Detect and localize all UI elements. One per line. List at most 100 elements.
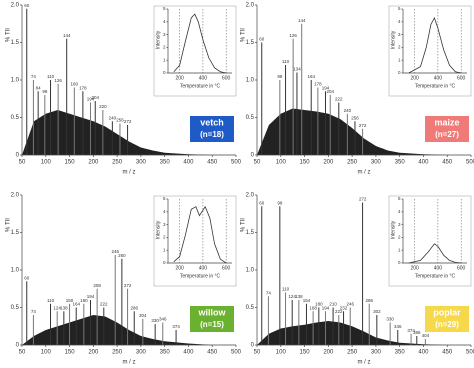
x-axis-label: m / z (123, 360, 136, 366)
peak-label: 374 (407, 328, 415, 333)
x-tick-label: 50 (254, 350, 261, 356)
y-tick-label: 1.0 (246, 268, 255, 274)
peak-label: 256 (351, 115, 359, 120)
peak-label: 74 (31, 309, 37, 314)
spectrum-background (22, 110, 236, 155)
inset-x-tick-label: 400 (434, 75, 443, 81)
x-tick-label: 500 (231, 350, 242, 356)
badge-subtitle: (n=27) (435, 130, 459, 139)
x-tick-label: 100 (41, 350, 52, 356)
y-axis-label: % TII (6, 218, 12, 232)
peak-label: 160 (71, 82, 79, 87)
inset-frame (167, 9, 232, 74)
peak-label: 220 (99, 104, 107, 109)
x-axis-label: m / z (358, 170, 371, 176)
inset-frame (402, 199, 467, 264)
thermogram (408, 243, 462, 264)
inset-y-tick-label: 1 (163, 247, 166, 252)
peak-label: 222 (100, 302, 108, 307)
peak-label: 154 (303, 298, 311, 303)
inset-y-tick-label: 3 (398, 32, 401, 37)
inset-y-tick-label: 3 (398, 222, 401, 227)
x-tick-label: 100 (276, 160, 287, 166)
y-tick-label: 1.0 (246, 78, 255, 84)
inset-y-tick-label: 1 (398, 247, 401, 252)
peak-label: 204 (91, 95, 99, 100)
thermogram (173, 13, 227, 74)
x-tick-label: 100 (41, 160, 52, 166)
y-tick-label: 2.0 (246, 3, 255, 9)
peak-label: 150 (66, 298, 74, 303)
badge (425, 116, 469, 142)
y-tick-label: 1.5 (246, 40, 255, 46)
x-tick-label: 450 (442, 350, 453, 356)
peak-label: 286 (130, 305, 138, 310)
y-tick-label: 1.5 (11, 40, 20, 46)
peak-label: 240 (109, 115, 117, 120)
y-tick-label: 1.5 (246, 230, 255, 236)
peak-label: 110 (282, 287, 290, 292)
inset-y-tick-label: 0 (163, 260, 166, 265)
y-tick-label: 0.5 (11, 305, 20, 311)
y-tick-label: 0 (16, 153, 20, 159)
x-tick-label: 300 (136, 350, 147, 356)
y-tick-label: 0.5 (246, 115, 255, 121)
x-tick-label: 300 (136, 160, 147, 166)
peak-label: 208 (93, 283, 101, 288)
y-tick-label: 0 (251, 153, 255, 159)
axis-frame (21, 5, 236, 156)
x-tick-label: 150 (65, 350, 76, 356)
peak-label: 222 (335, 309, 343, 314)
x-tick-label: 450 (442, 160, 453, 166)
badge (190, 116, 234, 142)
inset-y-tick-label: 0 (398, 70, 401, 75)
peak-label: 272 (124, 119, 132, 124)
badge-subtitle: (n=18) (200, 130, 224, 139)
x-tick-label: 200 (88, 350, 99, 356)
inset-x-tick-label: 200 (175, 265, 184, 271)
y-tick-label: 0 (16, 343, 20, 349)
peak-label: 84 (36, 85, 42, 90)
peak-label: 386 (413, 330, 421, 335)
inset-x-tick-label: 600 (222, 265, 231, 271)
inset-y-tick-label: 5 (398, 6, 401, 11)
spectrum-background (22, 315, 236, 345)
inset-x-label: Temperature in °C (415, 273, 456, 279)
inset-y-tick-label: 2 (398, 235, 401, 240)
peak-label: 60 (24, 3, 30, 8)
inset-x-tick-label: 200 (410, 265, 419, 271)
thermogram (408, 16, 462, 74)
inset-frame (402, 9, 467, 74)
x-tick-label: 500 (466, 350, 474, 356)
y-axis-label: % TII (241, 28, 247, 42)
peak-label: 194 (322, 85, 330, 90)
badge-title: maize (434, 117, 459, 127)
peak-label: 180 (80, 298, 88, 303)
inset-x-tick-label: 600 (222, 75, 231, 81)
y-tick-label: 2.0 (11, 3, 20, 9)
inset-y-label: Intensity (155, 220, 161, 239)
peak-label: 60 (259, 200, 265, 205)
y-tick-label: 0 (251, 343, 255, 349)
badge-subtitle: (n=15) (200, 320, 224, 329)
peak-label: 286 (365, 298, 373, 303)
x-tick-label: 400 (183, 350, 194, 356)
peak-label: 144 (63, 33, 71, 38)
y-axis-label: % TII (6, 28, 12, 42)
peak-label: 138 (60, 305, 68, 310)
peak-label: 346 (394, 324, 402, 329)
peak-label: 98 (42, 89, 48, 94)
inset-y-tick-label: 4 (163, 209, 166, 214)
y-tick-label: 2.0 (11, 193, 20, 199)
inset-y-tick-label: 3 (163, 32, 166, 37)
badge-title: willow (198, 307, 227, 317)
peak-label: 404 (422, 333, 430, 338)
x-tick-label: 350 (395, 350, 406, 356)
inset-x-label: Temperature in °C (415, 83, 456, 89)
peak-label: 168 (309, 305, 317, 310)
peak-label: 124 (53, 305, 61, 310)
inset-y-tick-label: 1 (163, 57, 166, 62)
peak-label: 204 (326, 89, 334, 94)
axis-frame (21, 195, 236, 346)
